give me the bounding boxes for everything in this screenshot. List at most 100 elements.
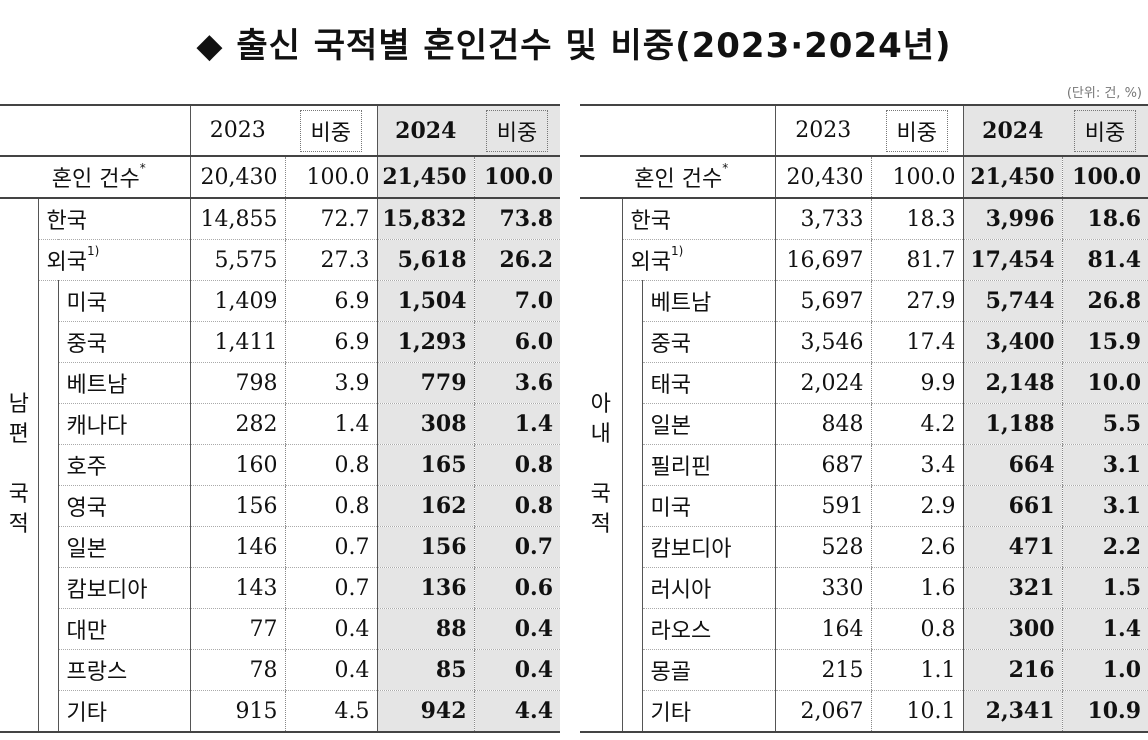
foreign-share-2023: 27.3 (284, 239, 378, 281)
total-share-2024: 100.0 (473, 156, 561, 199)
total-share-2023: 100.0 (870, 156, 964, 199)
header-blank (580, 104, 776, 157)
country-name: 라오스 (641, 608, 776, 650)
country-2023: 528 (774, 526, 872, 568)
country-share-2024: 0.4 (473, 649, 561, 691)
country-share-2023: 3.9 (284, 362, 378, 404)
header-share-2023: 비중 (285, 104, 378, 157)
country-name: 태국 (641, 362, 776, 404)
country-share-2023: 27.9 (870, 280, 964, 322)
group-label-char: 아 (590, 392, 611, 417)
country-2024: 2,341 (962, 690, 1063, 733)
total-label-text: 혼인 건수 (634, 167, 723, 192)
country-2023: 1,409 (189, 280, 286, 322)
country-2023: 2,024 (774, 362, 872, 404)
header-2023: 2023 (189, 104, 286, 157)
korea-2024: 3,996 (962, 198, 1063, 240)
foreign-footnote-mark: 1) (670, 244, 684, 258)
header-share-label: 비중 (485, 109, 549, 152)
country-share-2024: 0.8 (473, 444, 561, 486)
header-2024: 2024 (962, 104, 1063, 157)
country-share-2023: 0.8 (870, 608, 964, 650)
country-share-2024: 0.8 (473, 485, 561, 527)
country-2024: 165 (376, 444, 475, 486)
country-2024: 471 (962, 526, 1063, 568)
country-2023: 2,067 (774, 690, 872, 733)
country-2023: 143 (189, 567, 286, 609)
country-name: 기타 (641, 690, 776, 733)
country-2024: 85 (376, 649, 475, 691)
country-2023: 848 (774, 403, 872, 445)
country-share-2023: 2.9 (870, 485, 964, 527)
header-share-2024: 비중 (474, 104, 561, 157)
country-share-2023: 0.8 (284, 485, 378, 527)
total-2023: 20,430 (774, 156, 872, 199)
country-2024: 5,744 (962, 280, 1063, 322)
country-share-2023: 17.4 (870, 321, 964, 363)
country-name: 러시아 (641, 567, 776, 609)
country-share-2024: 10.0 (1061, 362, 1148, 404)
husband-nationality-table: 2023 비중 2024 비중 혼인 건수* 20,430 100.0 21,450 100.0… (0, 104, 561, 733)
korea-2024: 15,832 (376, 198, 475, 240)
country-2023: 798 (189, 362, 286, 404)
korea-label: 한국 (621, 198, 776, 240)
korea-label: 한국 (37, 198, 191, 240)
header-share-label: 비중 (1073, 109, 1137, 152)
country-share-2024: 5.5 (1061, 403, 1148, 445)
unit-note: (단위: 건, %) (1066, 86, 1142, 101)
total-2023: 20,430 (189, 156, 286, 199)
country-share-2024: 6.0 (473, 321, 561, 363)
country-share-2024: 7.0 (473, 280, 561, 322)
country-2023: 687 (774, 444, 872, 486)
total-label: 혼인 건수* (0, 156, 191, 199)
country-2024: 136 (376, 567, 475, 609)
country-share-2024: 1.4 (1061, 608, 1148, 650)
country-2023: 330 (774, 567, 872, 609)
country-share-2024: 0.6 (473, 567, 561, 609)
country-2024: 2,148 (962, 362, 1063, 404)
foreign-2023: 5,575 (189, 239, 286, 281)
country-2024: 300 (962, 608, 1063, 650)
group-label-char: 편 (8, 422, 29, 447)
total-2024: 21,450 (376, 156, 475, 199)
total-label: 혼인 건수* (580, 156, 776, 199)
country-share-2023: 9.9 (870, 362, 964, 404)
total-share-2024: 100.0 (1061, 156, 1148, 199)
country-2024: 3,400 (962, 321, 1063, 363)
country-name: 일본 (641, 403, 776, 445)
country-name: 캐나다 (57, 403, 191, 445)
country-name: 중국 (641, 321, 776, 363)
country-2023: 282 (189, 403, 286, 445)
country-2023: 3,546 (774, 321, 872, 363)
country-share-2023: 0.7 (284, 567, 378, 609)
country-share-2023: 0.4 (284, 649, 378, 691)
country-share-2023: 4.2 (870, 403, 964, 445)
korea-share-2023: 18.3 (870, 198, 964, 240)
country-share-2023: 0.7 (284, 526, 378, 568)
country-share-2023: 4.5 (284, 690, 378, 733)
total-2024: 21,450 (962, 156, 1063, 199)
country-name: 대만 (57, 608, 191, 650)
country-share-2024: 1.0 (1061, 649, 1148, 691)
country-2023: 77 (189, 608, 286, 650)
country-share-2024: 3.1 (1061, 485, 1148, 527)
country-share-2024: 26.8 (1061, 280, 1148, 322)
country-2023: 146 (189, 526, 286, 568)
country-share-2024: 0.4 (473, 608, 561, 650)
korea-share-2024: 18.6 (1061, 198, 1148, 240)
foreign-share-2024: 81.4 (1061, 239, 1148, 281)
foreign-share-2023: 81.7 (870, 239, 964, 281)
foreign-2024: 5,618 (376, 239, 475, 281)
group-label-char: 적 (590, 512, 611, 537)
country-indent (621, 280, 642, 733)
country-name: 미국 (641, 485, 776, 527)
country-2023: 5,697 (774, 280, 872, 322)
country-2024: 942 (376, 690, 475, 733)
header-share-label: 비중 (299, 109, 363, 152)
foreign-share-2024: 26.2 (473, 239, 561, 281)
foreign-2023: 16,697 (774, 239, 872, 281)
country-share-2023: 10.1 (870, 690, 964, 733)
country-2023: 164 (774, 608, 872, 650)
country-2024: 308 (376, 403, 475, 445)
header-share-label: 비중 (885, 109, 949, 152)
